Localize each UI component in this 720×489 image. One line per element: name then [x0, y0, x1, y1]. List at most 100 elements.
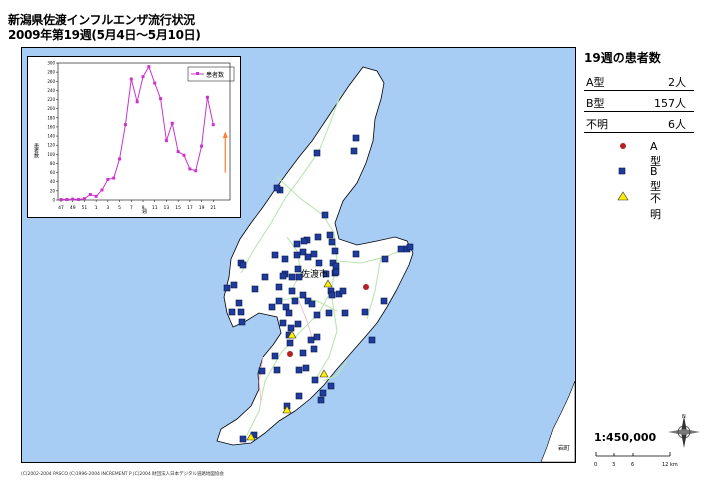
scale-tick-2: 6	[631, 462, 634, 468]
case-marker-b	[268, 303, 276, 311]
case-marker-b	[314, 233, 322, 241]
case-marker-b	[294, 320, 302, 328]
case-marker-b	[302, 364, 310, 372]
case-count-panel: 19週の患者数 A型 2人 B型 157人 不明 6人	[584, 49, 694, 135]
chart-point	[65, 198, 69, 202]
chart-x-tick-label: 47	[58, 205, 64, 211]
chart-point	[129, 77, 133, 81]
case-marker-b	[317, 396, 325, 404]
case-marker-a	[363, 284, 369, 290]
chart-ylabel: 患者数	[33, 142, 39, 159]
chart-y-tick-label: 260	[47, 79, 55, 84]
chart-point	[205, 95, 209, 99]
chart-point	[170, 121, 174, 125]
chart-x-tick-label: 49	[70, 205, 76, 211]
case-marker-b	[326, 231, 334, 239]
chart-point	[118, 157, 122, 161]
case-marker-b	[293, 240, 301, 248]
case-marker-b	[310, 345, 318, 353]
case-marker-unknown	[282, 405, 292, 414]
chart-x-tick-label: 21	[210, 205, 216, 211]
case-marker-b	[237, 308, 245, 316]
chart-point	[94, 194, 98, 198]
case-marker-b	[352, 134, 360, 142]
chart-point	[211, 123, 215, 127]
case-marker-b	[235, 299, 243, 307]
case-marker-b	[308, 300, 316, 308]
case-marker-b	[239, 261, 247, 269]
count-row-unknown: 不明 6人	[584, 114, 694, 133]
chart-legend-label: 患者数	[206, 71, 224, 79]
legend-label-b: B型	[650, 165, 661, 193]
case-marker-b	[273, 366, 281, 374]
chart-point	[135, 100, 139, 104]
chart-x-tick-label: 3	[106, 205, 109, 211]
chart-y-tick-label: 160	[47, 124, 55, 129]
chart-y-tick-label: 280	[47, 70, 55, 75]
map-area[interactable]: 佐渡市 岩町	[21, 47, 576, 463]
chart-point	[141, 75, 145, 79]
chart-y-tick-label: 300	[47, 61, 55, 66]
case-marker-b	[299, 349, 307, 357]
chart-point	[106, 177, 110, 181]
case-marker-b	[293, 251, 301, 259]
case-marker-b	[275, 283, 283, 291]
case-marker-b	[286, 339, 294, 347]
case-marker-b	[279, 272, 287, 280]
case-marker-unknown	[287, 330, 297, 339]
case-marker-b	[275, 297, 283, 305]
case-marker-b	[295, 273, 303, 281]
case-marker-b	[315, 259, 323, 267]
case-marker-b	[295, 392, 303, 400]
chart-y-tick-label: 80	[50, 161, 56, 166]
chart-point	[77, 198, 81, 202]
chart-y-tick-label: 120	[47, 143, 55, 148]
trend-chart: 患者数 週 患者数 0 20 40 60 80 100 120 140 160 180 200 220…	[27, 56, 241, 218]
case-marker-b	[380, 297, 388, 305]
scale-ratio: 1:450,000	[594, 431, 657, 444]
chart-y-tick-label: 240	[47, 88, 55, 93]
chart-point	[176, 150, 180, 154]
svg-text:N: N	[682, 414, 686, 420]
case-marker-b	[313, 333, 321, 341]
compass-icon: N	[668, 414, 700, 448]
chart-point	[182, 153, 186, 157]
case-marker-b	[299, 291, 307, 299]
case-marker-b	[325, 309, 333, 317]
chart-point	[159, 97, 163, 101]
case-marker-b	[271, 251, 279, 259]
city-label: 佐渡市	[301, 268, 328, 280]
case-marker-b	[238, 318, 246, 326]
chart-y-tick-label: 180	[47, 115, 55, 120]
chart-point	[200, 144, 204, 148]
chart-y-tick-label: 40	[50, 179, 56, 184]
chart-x-tick-label: 1	[95, 205, 98, 211]
case-marker-b	[291, 297, 299, 305]
chart-y-tick-label: 60	[50, 170, 56, 175]
chart-x-tick-label: 15	[175, 205, 181, 211]
case-marker-b	[307, 336, 315, 344]
title-line-2: 2009年第19週(5月4日～5月10日)	[8, 28, 201, 42]
case-marker-b	[273, 184, 281, 192]
case-marker-b	[288, 287, 296, 295]
scale-tick-1: 3	[612, 462, 615, 468]
case-marker-b	[406, 243, 414, 251]
chart-x-tick-label: 13	[164, 205, 170, 211]
case-marker-b	[285, 309, 293, 317]
case-marker-b	[281, 255, 289, 263]
count-label-a: A型	[586, 76, 605, 89]
case-marker-b	[282, 303, 290, 311]
scale-bar: 0 3 6 12 km	[594, 452, 678, 468]
case-marker-b	[331, 247, 339, 255]
case-marker-b	[223, 284, 231, 292]
case-markers	[223, 134, 414, 443]
case-marker-b	[228, 308, 236, 316]
chart-y-tick-label: 220	[47, 97, 55, 102]
count-row-a: A型 2人	[584, 72, 694, 91]
case-marker-b	[313, 311, 321, 319]
chart-plot-area	[57, 62, 231, 201]
legend-square-icon	[618, 167, 626, 175]
chart-point	[71, 197, 75, 201]
case-marker-b	[361, 308, 369, 316]
chart-legend-marker	[196, 72, 199, 75]
